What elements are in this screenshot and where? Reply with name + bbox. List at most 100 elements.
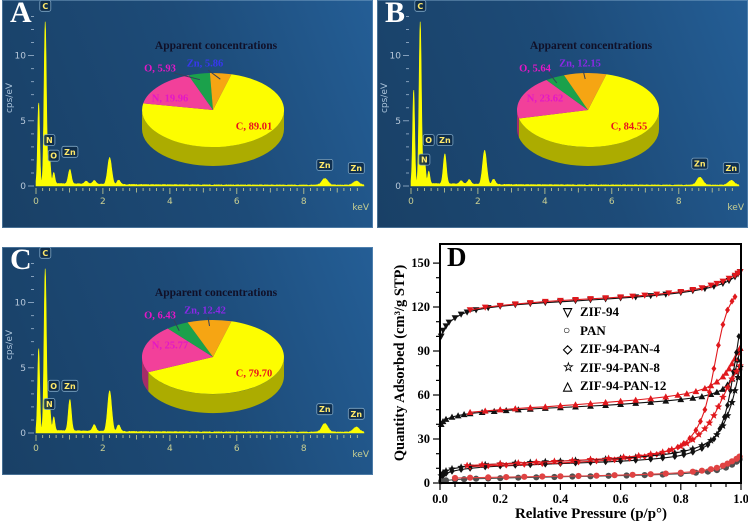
peak-label-box xyxy=(436,134,454,147)
peak-label-text: N xyxy=(46,136,53,145)
peak-label-box xyxy=(47,379,60,392)
legend-item-zif94-pan-4: ◇ ZIF-94-PAN-4 xyxy=(563,340,666,359)
pie-label-zinc: Zn, 12.42 xyxy=(184,305,226,317)
legend-item-zif94-pan-8: ☆ ZIF-94-PAN-8 xyxy=(563,359,666,378)
pie-slice-Zn xyxy=(209,72,232,110)
x-axis-label: Relative Pressure (p/p°) xyxy=(514,506,668,522)
pie-side-C xyxy=(142,110,284,166)
panel-b: 0 2 4 6 8 0 5 10 C N O Zn Zn Zn B cps/eV keV Apparent… xyxy=(377,0,748,228)
y-tick-label: 0 xyxy=(20,429,26,439)
pie-slice-C xyxy=(148,321,284,395)
x-tick-label: 6 xyxy=(234,444,240,454)
pie-chart-3d xyxy=(516,69,660,166)
peak-label-text: Zn xyxy=(64,382,76,391)
peak-label-box xyxy=(691,157,709,170)
legend-label: PAN xyxy=(580,322,606,338)
peak-label-box xyxy=(347,162,365,175)
peak-label-box xyxy=(43,134,56,147)
pie-label-zinc: Zn, 12.15 xyxy=(559,58,601,70)
x-axis-label: keV xyxy=(727,203,744,213)
eds-spectrum-curve xyxy=(410,21,740,187)
pie-slice-C xyxy=(518,74,660,148)
y-axis-label: Quantity Adsorbed (cm³/g STP) xyxy=(392,264,408,462)
y-tick-label: 10 xyxy=(390,52,402,62)
plot-frame xyxy=(439,243,742,484)
legend: ▽ ZIF-94 ○ PAN ◇ ZIF-94-PAN-4 ☆ ZIF-94-P… xyxy=(563,303,666,396)
y-tick-label: 30 xyxy=(418,432,431,446)
peak-label-box xyxy=(61,145,79,158)
pie-title: Apparent concentrations xyxy=(154,287,278,299)
x-axis-ticks xyxy=(410,188,733,194)
peak-label-text: C xyxy=(42,249,48,258)
panel-letter-d: D xyxy=(447,242,467,272)
x-tick-label: 0 xyxy=(408,197,414,207)
pie-slice-C xyxy=(142,74,285,148)
triangle-up-icon: △ xyxy=(563,378,573,393)
panel-letter-a: A xyxy=(10,0,33,29)
y-tick-label: 120 xyxy=(411,300,430,314)
peak-label-box xyxy=(43,398,56,410)
y-tick-label: 0 xyxy=(424,476,430,490)
pie-slice-O xyxy=(167,322,213,357)
panel-c: 0 2 4 6 8 0 5 10 C N O Zn Zn Zn C cps/eV keV Apparent… xyxy=(2,247,373,475)
y-tick-label: 5 xyxy=(20,364,26,374)
pie-side-C xyxy=(518,110,659,166)
x-tick-label: 0.8 xyxy=(673,492,689,506)
isotherm-chart: 0.0 0.2 0.4 0.6 0.8 1.0 0 30 60 90 120 150 xyxy=(411,243,748,506)
x-axis-ticks xyxy=(35,435,358,441)
x-tick-label: 2 xyxy=(475,197,481,207)
y-axis-label: cps/eV xyxy=(5,329,15,361)
legend-label: ZIF-94-PAN-4 xyxy=(580,341,660,357)
x-tick-label: 4 xyxy=(542,197,548,207)
peak-label-box xyxy=(422,134,435,147)
peak-label-text: Zn xyxy=(64,148,76,157)
x-tick-label: 8 xyxy=(301,197,307,207)
peak-label-box xyxy=(414,0,427,12)
series-zif-94-pan-12-desorption xyxy=(466,344,744,416)
pie-label-oxygen: O, 5.64 xyxy=(519,63,551,75)
legend-label: ZIF-94 xyxy=(580,304,619,320)
pie-label-carbon: C, 79.70 xyxy=(235,368,273,380)
peak-label-text: Zn xyxy=(351,410,363,419)
pie-leader-line xyxy=(207,316,210,327)
legend-label: ZIF-94-PAN-12 xyxy=(580,378,667,394)
pie-leader-line xyxy=(173,319,180,332)
eds-spectrum-curve xyxy=(35,268,365,434)
peak-label-box xyxy=(39,0,52,12)
triangle-down-icon: ▽ xyxy=(563,304,573,319)
circle-icon: ○ xyxy=(563,323,571,338)
x-tick-label: 6 xyxy=(234,197,240,207)
y-tick-label: 5 xyxy=(395,117,401,127)
y-tick-label: 10 xyxy=(15,52,27,62)
pie-slice-N xyxy=(516,80,588,119)
panel-letter-c: C xyxy=(10,247,33,276)
pie-label-nitrogen: N, 23.62 xyxy=(526,93,564,105)
series-zif-94-pan-8-desorption xyxy=(463,361,744,469)
x-tick-label: 4 xyxy=(167,197,173,207)
x-axis-label: keV xyxy=(352,203,369,213)
peak-label-box xyxy=(61,379,79,392)
peak-label-text: O xyxy=(425,136,432,145)
pie-slice-N xyxy=(141,328,213,373)
pie-slice-N xyxy=(143,75,213,110)
pie-leader-line xyxy=(207,69,221,80)
pie-chart-3d xyxy=(142,69,285,166)
pie-label-zinc: Zn, 5.86 xyxy=(186,58,224,70)
pie-label-oxygen: O, 5.93 xyxy=(144,63,176,75)
pie-title: Apparent concentrations xyxy=(529,40,653,52)
legend-item-pan: ○ PAN xyxy=(563,322,666,341)
peak-label-text: O xyxy=(50,152,57,161)
peak-label-text: Zn xyxy=(319,161,331,170)
x-tick-label: 0.0 xyxy=(432,492,448,506)
y-tick-label: 0 xyxy=(395,182,401,192)
legend-item-zif94-pan-12: △ ZIF-94-PAN-12 xyxy=(563,377,666,396)
x-tick-label: 0.2 xyxy=(492,492,508,506)
y-axis-ticks xyxy=(28,16,34,187)
peak-label-text: Zn xyxy=(694,160,706,169)
pie-slice-Zn xyxy=(187,320,232,357)
pie-side-N xyxy=(517,110,519,138)
pie-slice-O xyxy=(188,73,213,110)
panel-letter-b: B xyxy=(385,0,407,29)
peak-label-text: C xyxy=(42,2,48,11)
